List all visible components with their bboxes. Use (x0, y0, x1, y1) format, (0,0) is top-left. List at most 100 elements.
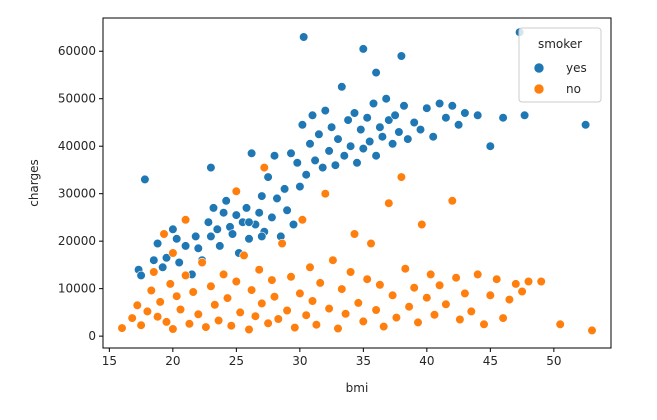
data-point-no (214, 315, 224, 326)
data-point-no (479, 319, 489, 329)
data-point-no (417, 219, 427, 230)
data-point-yes (498, 113, 508, 123)
data-point-yes (136, 270, 146, 281)
data-point-no (429, 310, 440, 320)
data-points (117, 27, 597, 336)
data-point-no (117, 323, 127, 333)
data-point-yes (267, 212, 277, 222)
data-point-yes (301, 170, 311, 180)
legend: smoker yes no (518, 27, 602, 103)
data-point-yes (208, 203, 219, 213)
data-point-yes (441, 113, 451, 123)
data-point-yes (460, 108, 470, 118)
data-point-no (155, 297, 165, 307)
data-point-no (153, 312, 163, 322)
data-point-yes (399, 101, 409, 111)
data-point-no (517, 286, 527, 297)
data-point-yes (191, 231, 201, 241)
data-point-no (175, 304, 186, 315)
x-tick-label: 30 (292, 354, 307, 368)
data-point-no (231, 186, 241, 196)
x-axis-ticks: 15 20 25 30 35 40 45 50 (102, 348, 561, 368)
x-tick-label: 50 (546, 354, 561, 368)
data-point-yes (280, 184, 290, 194)
x-tick-label: 45 (483, 354, 498, 368)
data-point-no (504, 295, 515, 305)
data-point-no (404, 302, 414, 312)
data-point-yes (381, 94, 391, 104)
data-point-no (165, 279, 175, 289)
data-point-no (333, 323, 343, 334)
y-tick-label: 30000 (58, 187, 96, 201)
data-point-yes (149, 255, 159, 265)
data-point-no (320, 189, 330, 199)
data-point-yes (339, 151, 349, 161)
data-point-no (337, 284, 347, 294)
data-point-no (168, 324, 178, 334)
data-point-no (358, 316, 368, 327)
data-point-yes (286, 148, 296, 158)
data-point-no (231, 276, 241, 287)
axes-frame (102, 17, 612, 349)
data-point-yes (388, 139, 398, 149)
data-point-no (161, 317, 172, 327)
data-point-yes (337, 82, 347, 92)
data-point-yes (362, 113, 372, 123)
data-point-yes (485, 141, 495, 151)
data-point-no (379, 322, 389, 332)
data-point-yes (519, 110, 530, 120)
x-tick-label: 20 (165, 354, 180, 368)
data-point-yes (435, 98, 445, 109)
data-point-yes (168, 224, 178, 234)
data-point-yes (310, 155, 320, 165)
data-point-no (426, 269, 436, 280)
data-point-no (371, 305, 381, 315)
data-point-yes (377, 132, 388, 142)
data-point-yes (299, 32, 309, 42)
data-point-no (263, 318, 273, 328)
data-point-no (172, 291, 182, 301)
x-tick-label: 40 (419, 354, 434, 368)
data-point-yes (219, 208, 229, 218)
data-point-yes (403, 134, 413, 144)
data-point-no (455, 314, 465, 325)
data-point-yes (428, 132, 438, 142)
x-axis-label: bmi (346, 381, 369, 395)
data-point-no (305, 262, 315, 272)
y-tick-label: 10000 (58, 282, 96, 296)
data-point-yes (181, 241, 191, 251)
data-point-no (447, 196, 457, 206)
data-point-yes (327, 122, 337, 132)
data-point-no (210, 300, 220, 310)
data-point-yes (358, 44, 368, 54)
data-point-yes (221, 196, 231, 206)
data-point-no (315, 278, 325, 288)
y-axis-ticks: 0 10000 20000 30000 40000 50000 60000 (58, 44, 103, 343)
data-point-no (277, 238, 287, 249)
data-point-yes (254, 208, 264, 218)
data-point-no (511, 279, 521, 289)
data-point-yes (349, 108, 360, 118)
data-point-yes (447, 101, 457, 111)
data-point-no (435, 280, 445, 290)
data-point-yes (193, 243, 203, 253)
data-point-yes (352, 158, 362, 168)
data-point-no (219, 269, 229, 280)
data-point-yes (314, 129, 324, 139)
data-point-no (197, 257, 207, 268)
data-point-no (324, 304, 334, 314)
x-tick-label: 35 (356, 354, 371, 368)
data-point-yes (390, 110, 400, 120)
data-point-yes (269, 151, 280, 161)
data-point-yes (288, 219, 299, 230)
data-point-yes (231, 210, 241, 220)
y-tick-label: 50000 (58, 92, 96, 106)
data-point-no (282, 305, 292, 316)
data-point-no (239, 250, 249, 260)
data-point-no (149, 267, 159, 277)
data-point-no (498, 313, 508, 323)
data-point-no (168, 248, 178, 258)
data-point-no (267, 275, 277, 285)
data-point-yes (297, 120, 308, 130)
